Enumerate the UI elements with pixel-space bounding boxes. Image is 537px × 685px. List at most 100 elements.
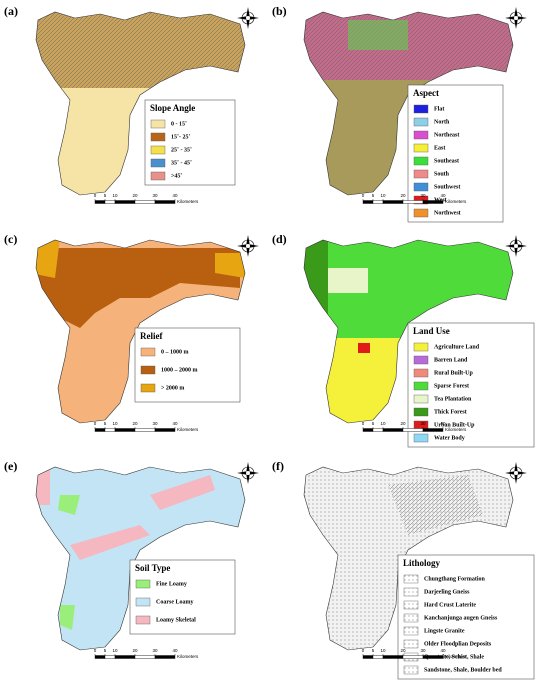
panel: (d) Land Use Agriculture Land Barren Land Ru…: [272, 232, 535, 448]
scale-label: 0: [94, 421, 97, 426]
north-arrow: [237, 462, 259, 484]
scale-segment: [154, 655, 176, 659]
legend-item: Barren Land: [434, 357, 468, 363]
legend-item: 15˚- 25˚: [171, 133, 191, 140]
panel: (f) Lithology Chungthang Formation Darjeeli…: [272, 459, 535, 680]
legend-item: Kanchanjunga augen Gneiss: [424, 615, 498, 621]
scale-label: 10: [112, 421, 118, 426]
scale-segment: [422, 200, 444, 204]
scale-segment: [94, 428, 106, 432]
panel: (b) Aspect Flat North Northeast East Southeast…: [272, 4, 527, 223]
legend-item: Northwest: [434, 210, 461, 216]
scale-segment: [372, 655, 384, 659]
scale-label: 0: [94, 193, 97, 198]
legend-item: Fine Loamy: [156, 581, 187, 587]
legend-swatch: [135, 597, 151, 607]
panel-label: (e): [4, 459, 17, 473]
panel: (c) Relief 0 – 1000 m 1000 – 2000 m > 2000 m…: [4, 232, 259, 432]
scale-segment: [372, 200, 384, 204]
scale-segment: [362, 655, 374, 659]
legend-swatch: [140, 347, 156, 357]
legend-title: Soil Type: [135, 563, 170, 573]
scale-label: 5: [104, 421, 107, 426]
legend-swatch: [413, 381, 429, 391]
legend-item: Thick Forest: [434, 409, 467, 415]
scale-label: 5: [372, 193, 375, 198]
scale-label: 5: [372, 648, 375, 653]
legend-swatch: [413, 156, 429, 166]
legend-swatch: [413, 104, 429, 114]
scale-segment: [422, 428, 444, 432]
north-arrow-star: [505, 7, 527, 29]
legend-item: >45˚: [171, 172, 182, 179]
scale-segment: [104, 428, 116, 432]
legend-item: Darjeeling Gneiss: [424, 589, 470, 595]
map-e: [35, 466, 246, 651]
panel: (a) Slope Angle 0 - 15˚ 15˚- 25˚ 25˚ - 35˚ 35…: [4, 4, 259, 204]
legend-swatch: [413, 195, 429, 205]
scale-segment: [362, 428, 374, 432]
map-a: [35, 11, 246, 196]
legend-item: Tea Plantation: [434, 396, 472, 402]
north-arrow: [505, 7, 527, 29]
scale-label: 10: [112, 648, 118, 653]
legend-title: Land Use: [413, 326, 450, 336]
scale-segment: [94, 655, 106, 659]
panel-label: (a): [4, 4, 18, 18]
scale-segment: [154, 428, 176, 432]
legend-swatch: [413, 407, 429, 417]
scale-segment: [114, 200, 136, 204]
scale-segment: [402, 655, 424, 659]
scale-label: 0: [362, 421, 365, 426]
scale-segment: [382, 428, 404, 432]
panel: (e) Soil Type Fine Loamy Coarse Loamy Loamy …: [4, 459, 259, 659]
legend-item: > 2000 m: [161, 385, 184, 391]
scale-segment: [372, 428, 384, 432]
scale-label: 0: [362, 193, 365, 198]
legend-item: Rural Built-Up: [434, 370, 474, 376]
legend-title: Lithology: [403, 558, 441, 568]
north-arrow-star: [237, 462, 259, 484]
legend-item: Flat: [434, 106, 444, 112]
scale-label: 0: [94, 648, 97, 653]
scale-segment: [104, 200, 116, 204]
scale-label: 40: [440, 648, 446, 653]
legend-swatch: [403, 639, 419, 649]
legend-box: [144, 99, 236, 186]
legend-title: Aspect: [413, 88, 439, 98]
north-arrow: [237, 235, 259, 257]
legend-swatch: [413, 355, 429, 365]
scale-unit: Kilometers: [445, 427, 467, 432]
scale-label: 40: [172, 193, 178, 198]
scale-segment: [362, 200, 374, 204]
scale-segment: [114, 428, 136, 432]
north-arrow-star: [237, 7, 259, 29]
scale-label: 30: [152, 648, 158, 653]
scale-segment: [134, 200, 156, 204]
scale-segment: [382, 200, 404, 204]
legend-box: [407, 322, 535, 448]
legend-swatch: [413, 169, 429, 179]
scale-unit: Kilometers: [177, 427, 199, 432]
map-c: [35, 239, 246, 424]
scale-segment: [104, 655, 116, 659]
scale-label: 40: [172, 421, 178, 426]
legend-item: Southeast: [434, 158, 459, 164]
scale-label: 30: [420, 193, 426, 198]
scale-unit: Kilometers: [445, 199, 467, 204]
scale-label: 5: [104, 193, 107, 198]
legend-item: Lingste Granite: [424, 628, 465, 634]
legend-item: 35˚ - 45˚: [171, 159, 192, 166]
legend-swatch: [413, 208, 429, 218]
scale-segment: [382, 655, 404, 659]
legend-item: North: [434, 119, 450, 125]
north-arrow: [505, 235, 527, 257]
legend-swatch: [413, 433, 429, 443]
panel-label: (d): [272, 232, 287, 246]
legend-item: 1000 – 2000 m: [161, 367, 198, 373]
legend-item: Northeast: [434, 132, 459, 138]
legend-item: East: [434, 145, 445, 151]
scale-label: 20: [400, 193, 406, 198]
panel-label: (f): [272, 459, 284, 473]
